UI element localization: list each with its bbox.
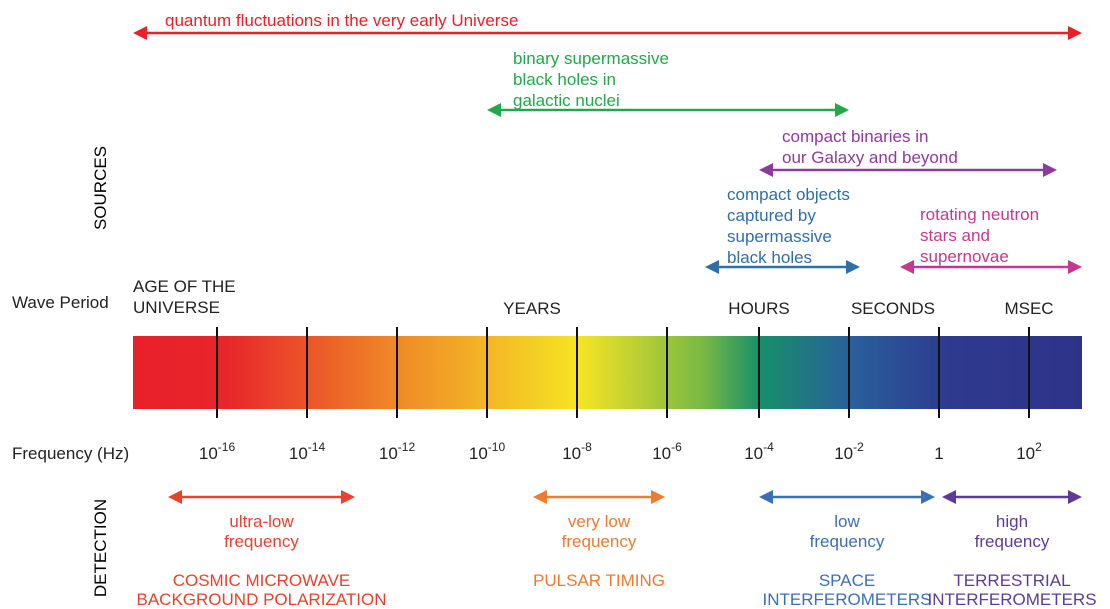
tick-base: 10 — [289, 444, 308, 463]
detection-method: INTERFEROMETERS — [762, 590, 931, 609]
frequency-tick: 10-14 — [289, 440, 326, 463]
detection-band: frequency — [224, 532, 299, 551]
arrow-head — [1043, 163, 1057, 177]
source-label: compact objects — [727, 185, 850, 204]
arrow-head — [846, 260, 860, 274]
arrow-head — [168, 490, 182, 504]
tick-exponent: -4 — [763, 440, 774, 454]
detection-method: INTERFEROMETERS — [927, 590, 1096, 609]
frequency-tick: 1 — [934, 444, 943, 463]
tick-base: 10 — [379, 444, 398, 463]
wave-period-label: Wave Period — [12, 293, 109, 312]
arrow-head — [487, 103, 501, 117]
arrow-head — [133, 26, 147, 40]
wave-period-mark: MSEC — [1004, 299, 1053, 318]
source-label: rotating neutron — [920, 205, 1039, 224]
detection-band: ultra-low — [229, 512, 294, 531]
detection-band: frequency — [975, 532, 1050, 551]
source-label: captured by — [727, 206, 816, 225]
source-label: galactic nuclei — [513, 91, 620, 110]
frequency-tick: 102 — [1016, 440, 1042, 463]
source-label: binary supermassive — [513, 49, 669, 68]
source-label: black holes in — [513, 70, 616, 89]
source-label: black holes — [727, 248, 812, 267]
tick-exponent: -2 — [853, 440, 864, 454]
frequency-tick: 10-4 — [744, 440, 774, 463]
sources-label: SOURCES — [91, 146, 110, 230]
tick-base: 10 — [469, 444, 488, 463]
arrow-head — [759, 163, 773, 177]
frequency-tick: 10-8 — [562, 440, 592, 463]
tick-exponent: -10 — [488, 440, 506, 454]
frequency-tick: 10-16 — [199, 440, 236, 463]
detection-method: SPACE — [819, 571, 875, 590]
arrow-head — [341, 490, 355, 504]
tick-exponent: -8 — [581, 440, 592, 454]
arrow-head — [900, 260, 914, 274]
tick-exponent: 2 — [1035, 440, 1042, 454]
source-label: supermassive — [727, 227, 832, 246]
source-label: stars and — [920, 226, 990, 245]
arrow-head — [942, 490, 956, 504]
tick-base: 10 — [652, 444, 671, 463]
detection-band: frequency — [562, 532, 637, 551]
frequency-tick: 10-2 — [834, 440, 864, 463]
arrow-head — [651, 490, 665, 504]
wave-period-mark: UNIVERSE — [133, 298, 220, 317]
detection-band: low — [834, 512, 860, 531]
arrow-head — [835, 103, 849, 117]
arrow-head — [1068, 26, 1082, 40]
wave-period-mark: YEARS — [503, 299, 561, 318]
wave-period-mark: HOURS — [728, 299, 789, 318]
tick-base: 1 — [934, 444, 943, 463]
frequency-band — [133, 336, 1082, 409]
frequency-tick: 10-6 — [652, 440, 682, 463]
detection-band: very low — [568, 512, 631, 531]
wave-period-mark: SECONDS — [851, 299, 935, 318]
arrow-head — [533, 490, 547, 504]
wave-period-mark: AGE OF THE — [133, 277, 236, 296]
arrow-head — [1068, 490, 1082, 504]
frequency-tick: 10-12 — [379, 440, 416, 463]
detection-method: COSMIC MICROWAVE — [173, 571, 351, 590]
tick-base: 10 — [744, 444, 763, 463]
arrow-head — [705, 260, 719, 274]
detection-method: PULSAR TIMING — [533, 571, 665, 590]
tick-exponent: -16 — [218, 440, 236, 454]
arrow-head — [921, 490, 935, 504]
tick-exponent: -6 — [671, 440, 682, 454]
tick-base: 10 — [562, 444, 581, 463]
detection-band: frequency — [810, 532, 885, 551]
source-label: quantum fluctuations in the very early U… — [165, 11, 518, 30]
detection-band: high — [996, 512, 1028, 531]
source-label: compact binaries in — [782, 127, 928, 146]
source-label: our Galaxy and beyond — [782, 148, 958, 167]
arrow-head — [759, 490, 773, 504]
frequency-label: Frequency (Hz) — [12, 444, 129, 463]
detection-method: BACKGROUND POLARIZATION — [137, 590, 387, 609]
detection-method: TERRESTRIAL — [953, 571, 1070, 590]
frequency-tick: 10-10 — [469, 440, 506, 463]
tick-base: 10 — [834, 444, 853, 463]
detection-label: DETECTION — [91, 499, 110, 597]
tick-exponent: -12 — [398, 440, 416, 454]
source-label: supernovae — [920, 247, 1009, 266]
tick-base: 10 — [199, 444, 218, 463]
tick-base: 10 — [1016, 444, 1035, 463]
arrow-head — [1068, 260, 1082, 274]
tick-exponent: -14 — [308, 440, 326, 454]
